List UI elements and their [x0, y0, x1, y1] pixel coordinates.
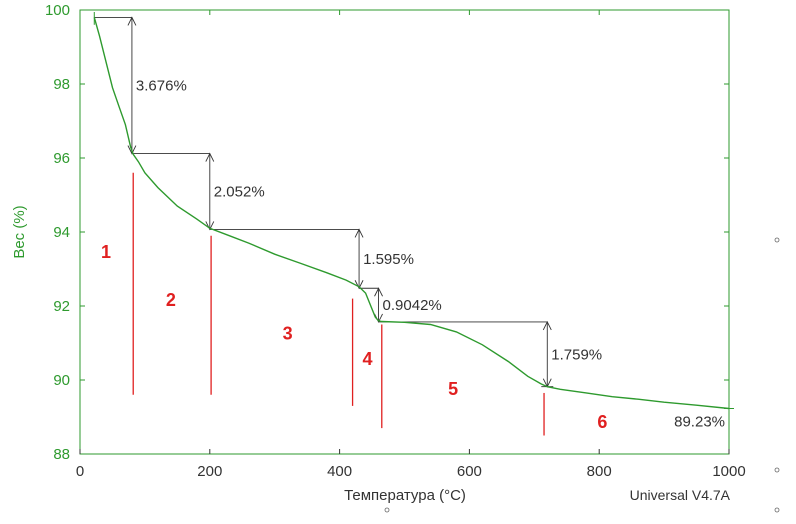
region-label: 1: [101, 242, 111, 262]
region-label: 5: [448, 379, 458, 399]
region-label: 3: [283, 323, 293, 343]
region-label: 4: [362, 349, 372, 369]
step-loss-label: 0.9042%: [383, 297, 442, 314]
x-tick-label: 600: [457, 463, 482, 480]
arrow-up: [542, 320, 552, 331]
y-tick-label: 92: [53, 298, 70, 315]
software-footer: Universal V4.7A: [630, 487, 731, 503]
x-tick-label: 200: [197, 463, 222, 480]
step-loss-label: 3.676%: [136, 77, 187, 94]
arrow-up: [374, 287, 383, 297]
step-annotations: 3.676% 2.052% 1.595% 0.9042% 1.759%: [93, 12, 734, 414]
region-label: 2: [166, 290, 176, 310]
y-tick-label: 96: [53, 150, 70, 167]
x-tick-label: 1000: [712, 463, 745, 480]
arrow-up: [127, 16, 137, 26]
x-axis-title: Температура (°C): [344, 487, 466, 504]
y-tick-label: 98: [53, 76, 70, 93]
region-labels: 1 2 3 4 5 6: [101, 242, 608, 432]
y-tick-label: 90: [53, 372, 70, 389]
step-loss-label: 1.595%: [363, 251, 414, 268]
arrow-up: [354, 228, 364, 238]
region-label: 6: [597, 412, 607, 432]
y-tick-label: 100: [45, 2, 70, 19]
y-axis-title: Вес (%): [11, 205, 28, 258]
step-loss-label: 1.759%: [551, 346, 602, 363]
y-tick-label: 94: [53, 224, 70, 241]
x-tick-label: 0: [76, 463, 84, 480]
x-tick-label: 800: [587, 463, 612, 480]
y-tick-label: 88: [53, 446, 70, 463]
handle-markers: [384, 237, 780, 513]
y-axis-ticks: 88 90 92 94 96 98 100: [45, 2, 729, 463]
step-loss-label: 2.052%: [214, 183, 265, 200]
arrow-up: [205, 152, 215, 162]
residue-label: 89.23%: [674, 413, 725, 430]
region-boundaries: [132, 172, 545, 436]
x-tick-label: 400: [327, 463, 352, 480]
weight-curve: [93, 17, 730, 410]
x-axis-ticks: 0 200 400 600 800 1000: [76, 10, 746, 480]
